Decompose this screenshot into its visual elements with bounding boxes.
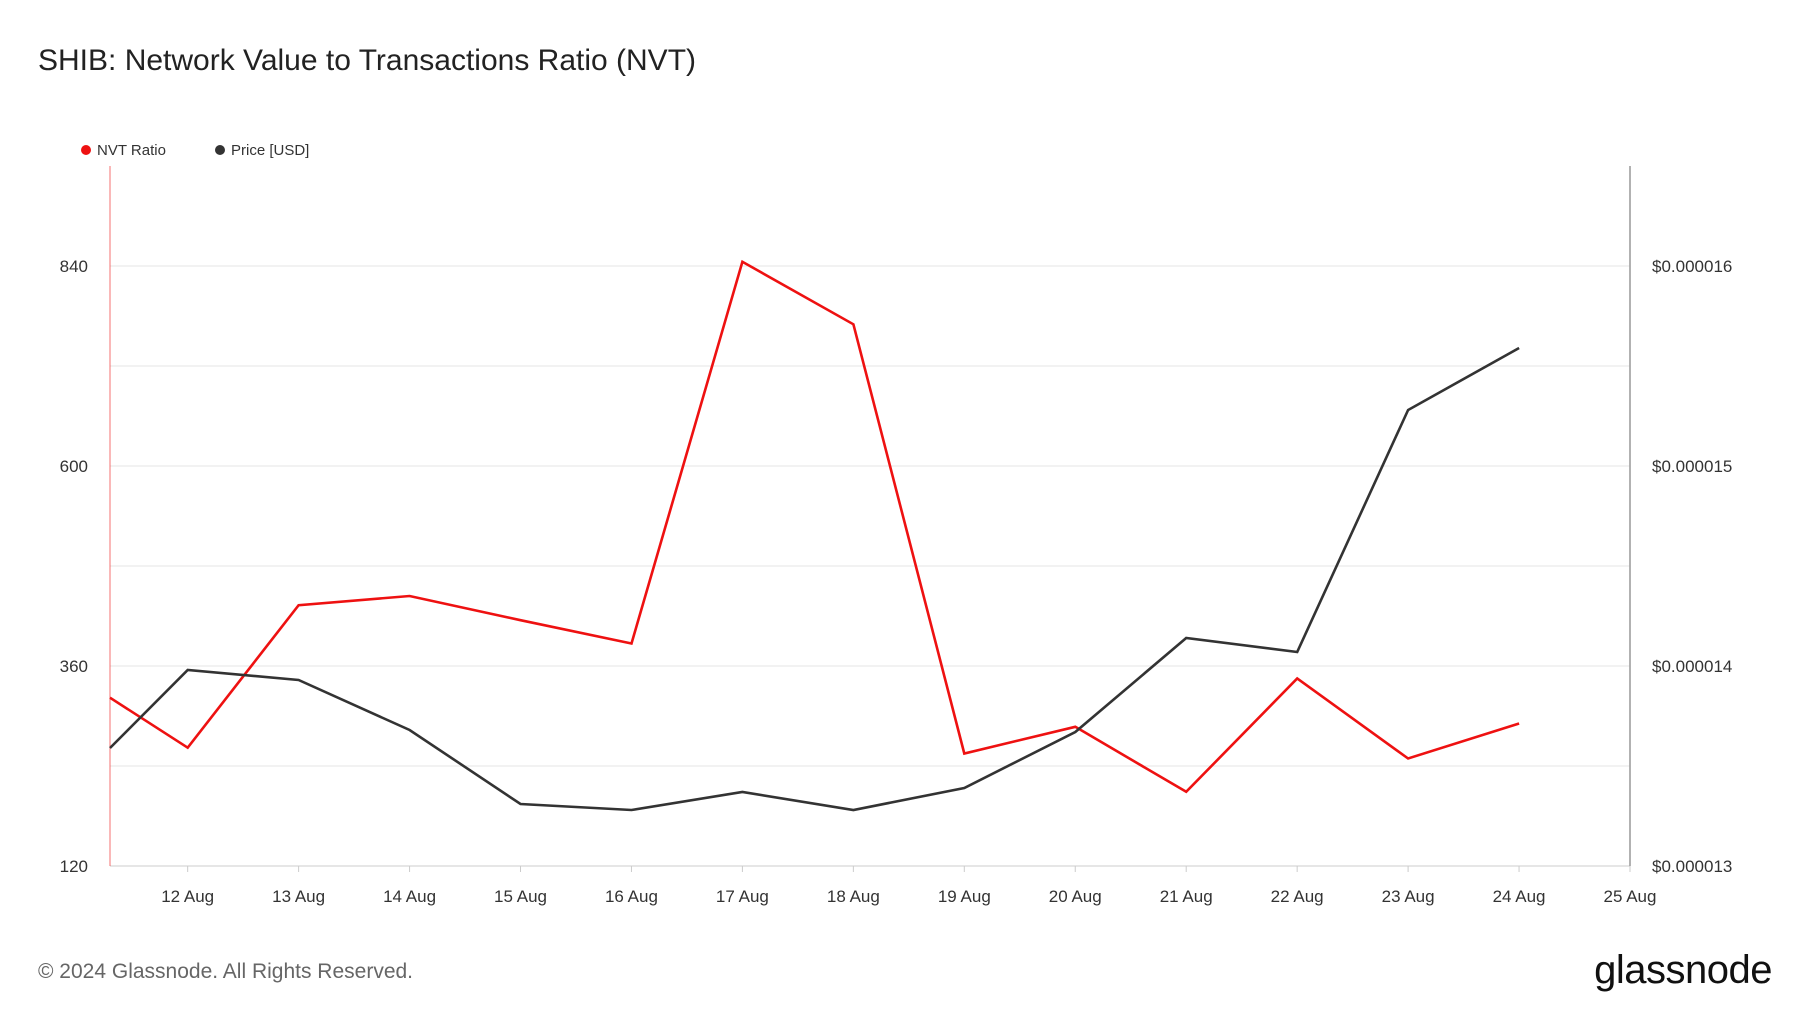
price-point [740,790,744,794]
x-tick-label: 14 Aug [383,887,436,906]
nvt-point [851,322,855,326]
price-point [1406,408,1410,412]
x-tick-label: 16 Aug [605,887,658,906]
y-right-tick-label: $0.000014 [1652,657,1732,676]
nvt-point [629,642,633,646]
y-left-tick-label: 120 [60,857,88,876]
legend[interactable]: NVT Ratio Price [USD] [81,142,309,159]
grid-layer [110,265,1630,767]
nvt-ratio-line [109,259,1520,794]
nvt-point [108,696,112,700]
price-point [108,746,112,750]
series-layer [108,259,1521,812]
nvt-point [297,603,301,607]
price-point [1295,650,1299,654]
nvt-point [962,752,966,756]
legend-item-nvt-ratio[interactable]: NVT Ratio [81,142,166,159]
price-point [1073,730,1077,734]
y-left-tick-label: 840 [60,257,88,276]
x-tick-label: 20 Aug [1049,887,1102,906]
price-point [1184,636,1188,640]
price-point [629,808,633,812]
y-right-tick-label: $0.000015 [1652,457,1732,476]
price-point [962,786,966,790]
y-right-tick-label: $0.000013 [1652,857,1732,876]
nvt-point [1073,725,1077,729]
x-tick-label: 24 Aug [1493,887,1546,906]
x-tick-label: 15 Aug [494,887,547,906]
nvt-point [1517,722,1521,726]
nvt-point [408,594,412,598]
price-point [519,802,523,806]
nvt-point [740,260,744,264]
price-point [408,728,412,732]
price-point [186,668,190,672]
nvt-point [1295,677,1299,681]
axis-layer: 120 360 600 840 $0.000013 $0.000014 $0.000015 $… [60,166,1732,906]
nvt-point [519,618,523,622]
y-left-tick-label: 360 [60,657,88,676]
x-tick-label: 21 Aug [1160,887,1213,906]
nvt-point [186,746,190,750]
legend-label: NVT Ratio [97,142,166,159]
y-left-tick-label: 600 [60,457,88,476]
x-tick-label: 25 Aug [1604,887,1657,906]
x-tick-label: 23 Aug [1382,887,1435,906]
price-point [297,678,301,682]
legend-label: Price [USD] [231,142,309,159]
x-tick-label: 17 Aug [716,887,769,906]
x-tick-label: 12 Aug [161,887,214,906]
price-line [109,346,1520,812]
copyright-text: © 2024 Glassnode. All Rights Reserved. [38,960,414,983]
legend-item-price[interactable]: Price [USD] [215,142,309,159]
nvt-point [1406,757,1410,761]
price-point [1517,346,1521,350]
nvt-point [1184,790,1188,794]
x-tick-label: 13 Aug [272,887,325,906]
x-tick-label: 22 Aug [1271,887,1324,906]
legend-dot-icon [81,145,91,155]
y-right-tick-label: $0.000016 [1652,257,1732,276]
x-tick-label: 19 Aug [938,887,991,906]
legend-dot-icon [215,145,225,155]
x-tick-label: 18 Aug [827,887,880,906]
chart-title: SHIB: Network Value to Transactions Rati… [38,44,697,77]
glassnode-logo: glassnode [1594,948,1772,992]
price-point [851,808,855,812]
